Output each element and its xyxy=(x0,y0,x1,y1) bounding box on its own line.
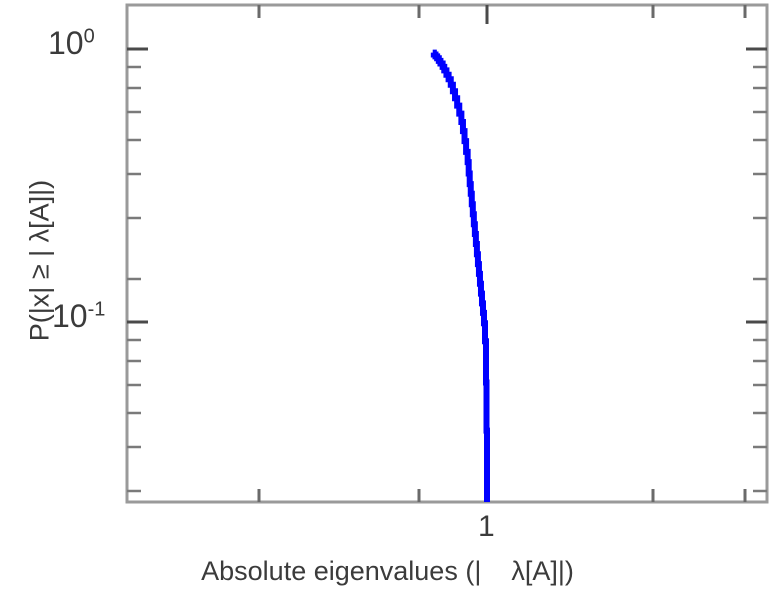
y-tick-exponent: -1 xyxy=(87,298,106,321)
y-tick-mantissa: 10 xyxy=(48,25,84,61)
y-tick-label-1e0: 100 xyxy=(48,25,95,61)
x-axis-ticks-top xyxy=(257,5,747,24)
y-tick-label-1e-1: 10-1 xyxy=(52,298,106,334)
data-series-layer xyxy=(430,49,490,502)
y-axis-minor-ticks xyxy=(127,65,141,493)
y-axis-title: P(|x| ≥ | λ[A]|) xyxy=(24,179,55,342)
data-series-ccdf xyxy=(430,49,490,502)
y-tick-exponent: 0 xyxy=(83,25,95,48)
x-axis-title: Absolute eigenvalues (| λ[A]|) xyxy=(201,556,574,586)
x-axis-ticks xyxy=(257,483,747,502)
axes-box xyxy=(125,3,769,504)
axes-frame xyxy=(125,3,769,504)
y-axis-major-ticks-right xyxy=(746,47,767,324)
y-axis-minor-ticks-right xyxy=(753,65,767,493)
y-axis-major-ticks xyxy=(127,47,148,324)
y-tick-mantissa: 10 xyxy=(52,298,88,334)
x-tick-label-1: 1 xyxy=(478,510,495,543)
